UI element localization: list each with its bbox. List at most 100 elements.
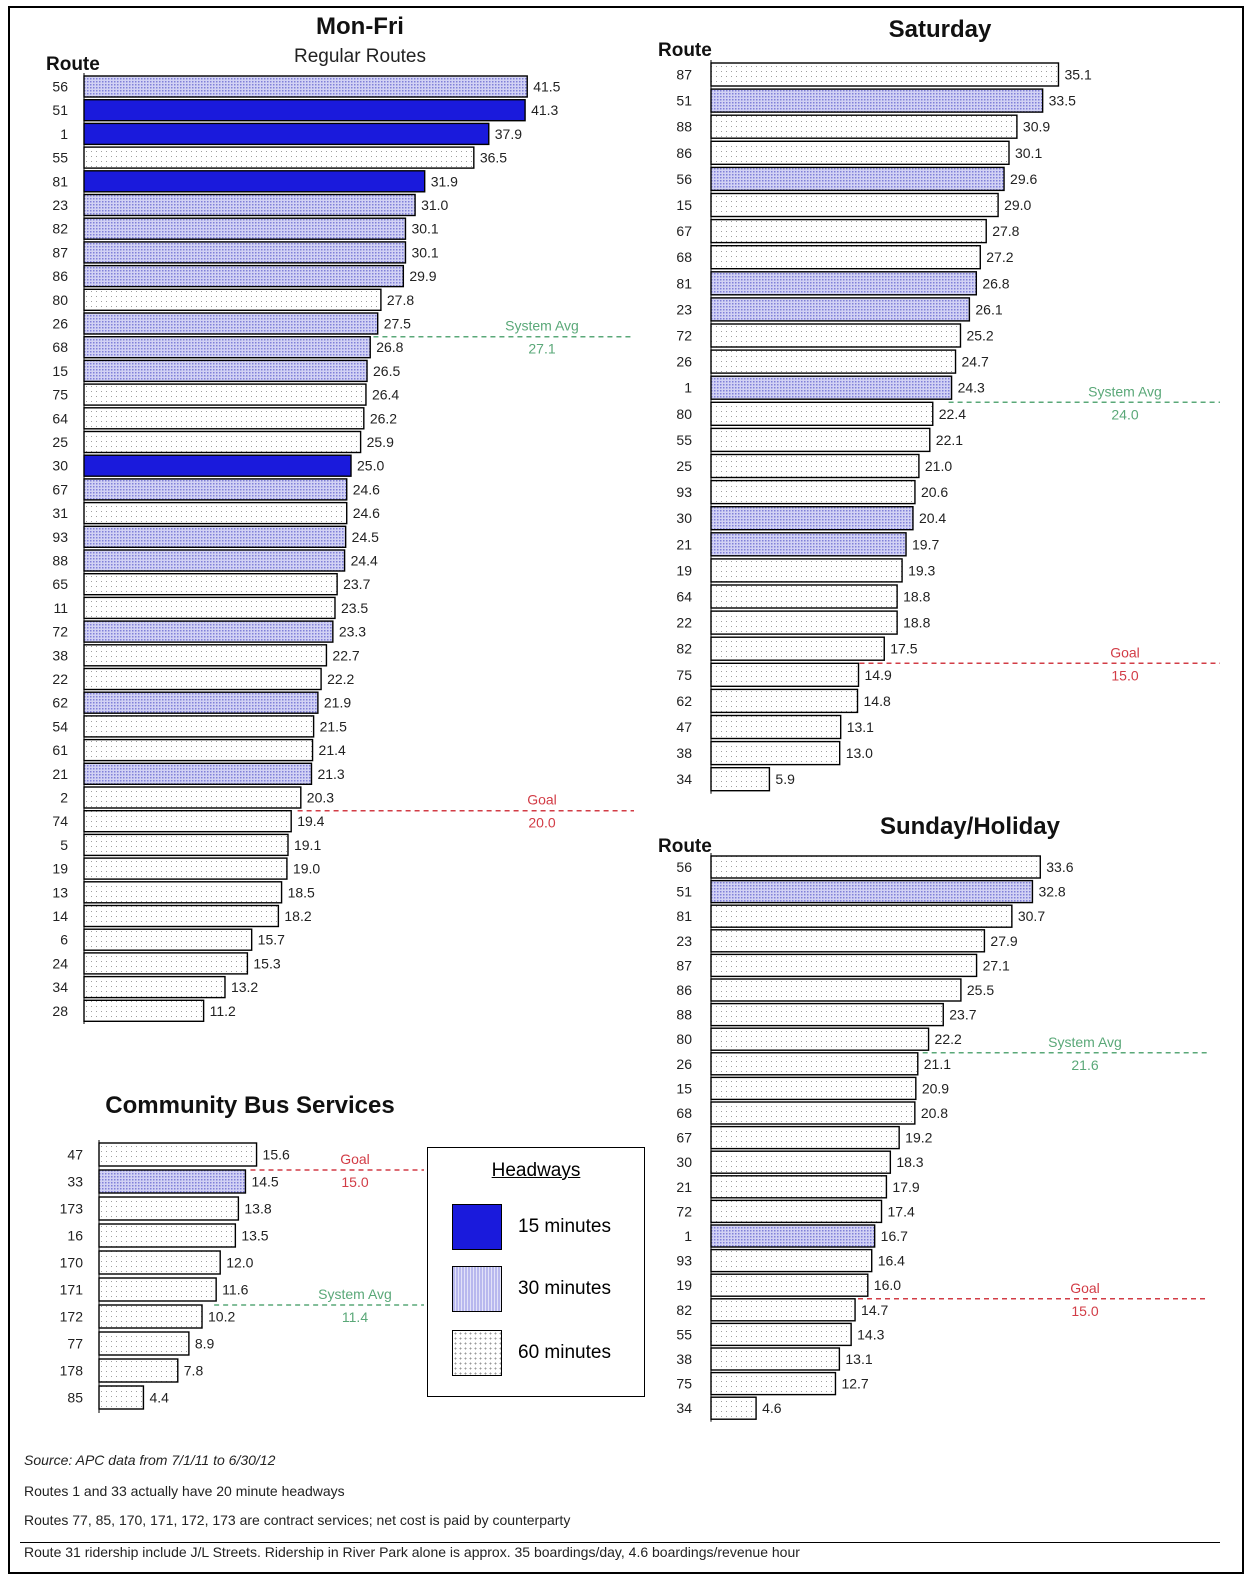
mon-fri-bar-route-64 [83,407,365,430]
mon-fri-route-label: 38 [52,647,68,663]
mon-fri-value-label: 19.1 [294,837,321,853]
mon-fri-route-label: 1 [60,126,68,142]
sunday-holiday-value-label: 22.2 [935,1031,962,1047]
sunday-holiday-bar-route-87 [710,953,978,978]
mon-fri-route-label: 86 [52,268,68,284]
sunday-holiday-route-label: 68 [676,1105,692,1121]
saturday-bar-route-1 [710,375,953,400]
saturday-value-label: 5.9 [775,771,795,787]
mon-fri-bar-route-72 [83,620,334,643]
community-bus-services-value-label: 11.6 [222,1282,248,1298]
saturday-bar-route-93 [710,479,916,505]
sunday-holiday-bar-route-72 [710,1199,883,1224]
community-bus-services-bar-route-173 [98,1196,240,1221]
saturday-bar-route-67 [710,218,987,244]
saturday-bar-route-19 [710,558,903,583]
footnote-contract-services: Routes 77, 85, 170, 171, 172, 173 are co… [24,1512,571,1528]
mon-fri-bar-route-56 [83,75,528,98]
sunday-holiday-route-label: 15 [676,1080,692,1096]
mon-fri-route-label: 22 [52,671,68,687]
mon-fri-bar-route-1 [83,122,490,146]
saturday-route-label: 25 [676,458,692,474]
mon-fri-bar-route-38 [83,644,328,667]
saturday-route-label: 87 [676,67,692,83]
saturday-value-label: 24.7 [962,354,989,370]
sunday-holiday-bar-route-75 [710,1371,837,1396]
mon-fri-route-label: 51 [52,102,68,118]
saturday-value-label: 22.1 [936,432,963,448]
mon-fri-value-label: 36.5 [480,150,507,166]
saturday-route-label: 15 [676,197,692,213]
mon-fri-route-label: 93 [52,529,68,545]
community-bus-services-route-label: 170 [60,1255,84,1271]
mon-fri-bar-route-14 [83,904,280,928]
sunday-holiday-bar-route-21 [710,1175,888,1199]
mon-fri-route-label: 31 [52,505,68,521]
mon-fri-route-label: 23 [52,197,68,213]
mon-fri-route-label: 87 [52,244,68,260]
community-bus-services-goal-label: Goal [340,1151,370,1167]
saturday-route-label: 23 [676,301,692,317]
sunday-holiday-route-label: 87 [676,957,692,973]
legend-item-60-minutes: 60 minutes [452,1330,632,1376]
sunday-holiday-bar-route-82 [710,1298,856,1322]
saturday-route-label: 64 [676,589,692,605]
sunday-holiday-bar-route-80 [710,1027,930,1051]
mon-fri-value-label: 30.1 [411,244,438,260]
mon-fri-bar-route-6 [83,928,253,951]
sunday-holiday-value-label: 33.6 [1046,859,1073,875]
mon-fri-route-label: 19 [52,861,68,877]
sunday-holiday-route-label: 19 [676,1277,692,1293]
sunday-holiday-value-label: 18.3 [896,1154,923,1170]
saturday-value-label: 14.9 [865,667,892,683]
mon-fri-route-label: 62 [52,695,68,711]
legend-item-30-minutes: 30 minutes [452,1266,632,1312]
sunday-holiday-bar-route-1 [710,1224,876,1248]
sunday-holiday-route-label: 80 [676,1031,692,1047]
saturday-route-label: 19 [676,562,692,578]
saturday-route-label: 82 [676,641,692,657]
saturday-route-label: 47 [676,719,692,735]
sunday-holiday-bar-route-34 [710,1396,757,1420]
saturday-route-label: 26 [676,354,692,370]
mon-fri-route-label: 15 [52,363,68,379]
community-bus-services-bar-route-33 [98,1169,247,1194]
saturday-value-label: 20.4 [919,510,946,526]
community-bus-services-avg-value: 11.4 [342,1309,368,1325]
saturday-bar-route-68 [710,244,981,270]
sunday-holiday-value-label: 19.2 [905,1130,932,1146]
saturday-avg-value: 24.0 [1111,406,1138,422]
saturday-route-label: 81 [676,275,692,291]
saturday-bar-route-82 [710,636,885,661]
mon-fri-bar-route-5 [83,833,289,857]
mon-fri-value-label: 18.2 [284,908,311,924]
saturday-goal-value: 15.0 [1111,667,1138,683]
mon-fri-bar-route-15 [83,359,368,383]
sunday-holiday-value-label: 12.7 [841,1376,868,1392]
saturday-bar-route-72 [710,323,962,348]
community-bus-services-value-label: 15.6 [263,1147,290,1163]
mon-fri-bar-route-13 [83,881,283,904]
mon-fri-bar-route-51 [83,98,526,122]
sunday-holiday-bar-route-67 [710,1125,900,1150]
saturday-value-label: 35.1 [1064,67,1091,83]
mon-fri-bar-route-74 [83,810,292,833]
mon-fri-bar-route-24 [83,952,249,975]
community-bus-services-bar-route-47 [98,1142,258,1167]
mon-fri-value-label: 30.1 [411,221,438,237]
saturday-value-label: 25.2 [966,328,993,344]
sunday-holiday-bar-route-19 [710,1273,869,1297]
saturday-value-label: 26.1 [975,301,1002,317]
mon-fri-bar-route-68 [83,336,371,359]
headways-legend: Headways 15 minutes 30 minutes 60 minute… [427,1147,645,1397]
saturday-bar-route-75 [710,662,860,687]
community-bus-services-route-label: 16 [67,1228,83,1244]
saturday-goal-label: Goal [1110,644,1140,660]
mon-fri-value-label: 19.0 [293,861,320,877]
sunday-holiday-bar-route-38 [710,1347,841,1371]
sunday-holiday-route-label: 93 [676,1253,692,1269]
mon-fri-route-header: Route [46,54,100,75]
mon-fri-value-label: 37.9 [495,126,522,142]
mon-fri-bar-route-23 [83,193,416,217]
